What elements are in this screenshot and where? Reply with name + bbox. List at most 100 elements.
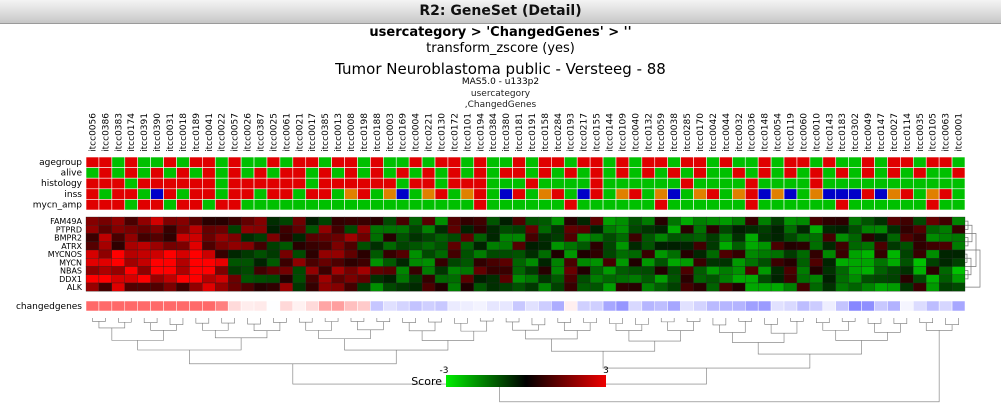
summary-cell — [137, 300, 151, 312]
expression-cell — [874, 233, 888, 242]
sample-label: itcc0181 — [515, 113, 525, 152]
annotation-cell — [163, 177, 177, 190]
annotation-cell — [654, 156, 668, 168]
expression-cell — [499, 282, 513, 292]
expression-cell — [551, 225, 565, 234]
expression-cell — [318, 282, 332, 292]
sample-dendrogram-branch — [273, 318, 287, 323]
expression-cell — [163, 233, 177, 242]
expression-cell — [279, 274, 293, 284]
sample-label: itcc0285 — [683, 113, 693, 152]
expression-cell — [564, 258, 578, 267]
expression-cell — [783, 241, 798, 251]
expression-cell — [641, 233, 655, 242]
annotation-cell — [473, 156, 488, 168]
expression-cell — [913, 274, 927, 284]
summary-cell — [602, 300, 617, 312]
expression-cell — [693, 258, 707, 267]
annotation-cell — [124, 177, 139, 190]
expression-cell — [344, 225, 358, 234]
expression-cell — [938, 233, 953, 242]
expression-cell — [137, 274, 151, 284]
expression-cell — [85, 266, 100, 275]
expression-cell — [240, 225, 255, 234]
expression-cell — [305, 274, 319, 284]
expression-cell — [228, 274, 242, 284]
summary-cell — [745, 300, 759, 312]
annotation-cell — [266, 156, 281, 168]
sample-dendrogram-branch — [525, 330, 578, 340]
expression-cell — [292, 274, 306, 284]
sample-label: itcc0221 — [425, 113, 435, 152]
expression-cell — [292, 225, 306, 234]
expression-cell — [577, 249, 591, 259]
expression-cell — [577, 282, 591, 292]
summary-cell — [370, 300, 384, 312]
expression-cell — [499, 274, 513, 284]
annotation-cell — [253, 167, 268, 179]
expression-cell — [835, 225, 849, 234]
expression-cell — [434, 274, 449, 284]
summary-cell — [305, 300, 319, 312]
expression-cell — [344, 216, 358, 226]
sample-dendrogram-branch — [790, 318, 804, 322]
expression-cell — [512, 233, 526, 242]
expression-cell — [577, 233, 591, 242]
expression-cell — [460, 241, 474, 251]
annotation-cell — [900, 167, 914, 179]
sample-dendrogram-branch — [247, 318, 261, 325]
annotation-cell — [525, 156, 539, 168]
expression-cell — [641, 274, 655, 284]
sample-label: itcc0060 — [799, 113, 809, 152]
expression-cell — [460, 216, 474, 226]
expression-cell — [383, 216, 397, 226]
expression-cell — [383, 282, 397, 292]
annotation-cell — [370, 177, 384, 190]
expression-cell — [357, 225, 371, 234]
expression-cell — [163, 216, 177, 226]
expression-cell — [292, 258, 306, 267]
annotation-cell — [499, 167, 513, 179]
expression-cell — [667, 249, 681, 259]
expression-cell — [615, 225, 630, 234]
expression-cell — [577, 225, 591, 234]
summary-cell — [951, 300, 966, 312]
annotation-cell — [925, 167, 940, 179]
expression-cell — [396, 216, 410, 226]
expression-cell — [434, 249, 449, 259]
expression-cell — [512, 241, 526, 251]
expression-cell — [202, 258, 216, 267]
expression-cell — [538, 266, 552, 275]
annotation-cell — [408, 167, 423, 179]
annotation-cell — [835, 167, 849, 179]
expression-cell — [951, 266, 966, 275]
summary-cell — [253, 300, 268, 312]
expression-cell — [848, 274, 862, 284]
expression-cell — [512, 258, 526, 267]
annotation-cell — [279, 167, 294, 179]
expression-cell — [745, 233, 759, 242]
expression-cell — [176, 249, 190, 259]
expression-cell — [98, 249, 113, 259]
annotation-cell — [460, 167, 475, 179]
expression-cell — [951, 216, 966, 226]
expression-cell — [770, 241, 785, 251]
expression-cell — [189, 258, 203, 267]
sample-dendrogram-branch — [660, 318, 675, 323]
expression-cell — [279, 216, 293, 226]
summary-cell — [538, 300, 552, 312]
annotation-cell — [227, 156, 242, 168]
expression-cell — [305, 258, 319, 267]
expression-cell — [447, 249, 462, 259]
expression-cell — [305, 216, 319, 226]
summary-cell — [667, 300, 681, 312]
expression-cell — [292, 233, 306, 242]
sample-label: itcc0144 — [606, 113, 616, 152]
annotation-cell — [900, 199, 914, 211]
expression-cell — [719, 225, 733, 234]
annotation-cell — [835, 156, 849, 168]
sample-label: itcc0189 — [192, 113, 202, 152]
annotation-cell — [447, 177, 462, 190]
expression-cell — [667, 258, 681, 267]
expression-cell — [124, 233, 138, 242]
